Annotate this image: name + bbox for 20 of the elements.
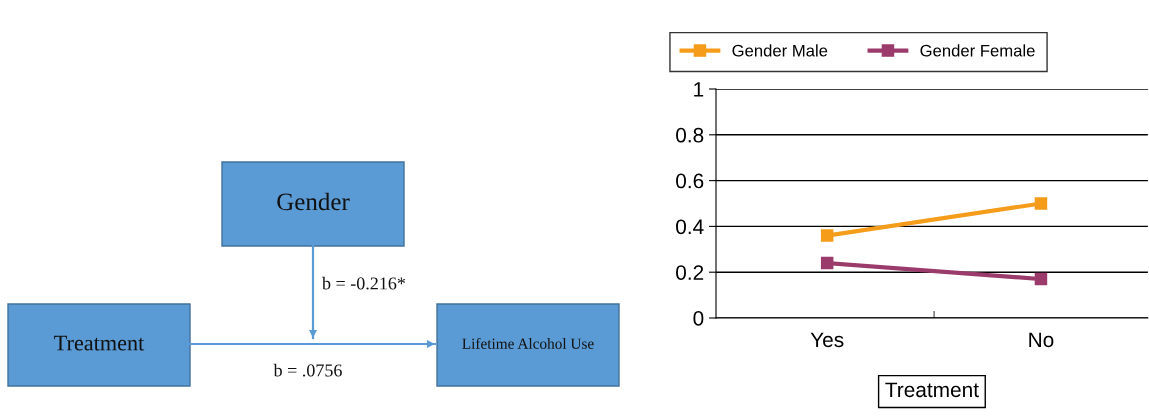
legend-label: Gender Female (920, 44, 1035, 57)
y-tick-label: 0.6 (676, 173, 704, 189)
y-tick-label: 0 (693, 311, 704, 326)
point (1034, 272, 1048, 286)
y-tick-label: 1 (694, 82, 704, 97)
x-tick-label: No (1029, 332, 1054, 348)
y-tick-label: 0.4 (676, 219, 704, 235)
x-tick-label: Yes (810, 332, 844, 348)
text: Gender (277, 192, 350, 211)
text: b = .0756 (273, 363, 342, 377)
point (820, 229, 834, 242)
y-tick-label: 0.2 (676, 265, 704, 280)
point (1034, 197, 1048, 210)
text: b = -0.216* (322, 276, 406, 290)
y-tick-label: 0.8 (676, 127, 704, 143)
x-axis-title: Treatment (885, 382, 979, 398)
point (820, 256, 834, 270)
text: Lifetime Alcohol Use (462, 337, 594, 349)
legend-label: Gender Male (732, 44, 828, 57)
text: Treatment (54, 335, 145, 351)
